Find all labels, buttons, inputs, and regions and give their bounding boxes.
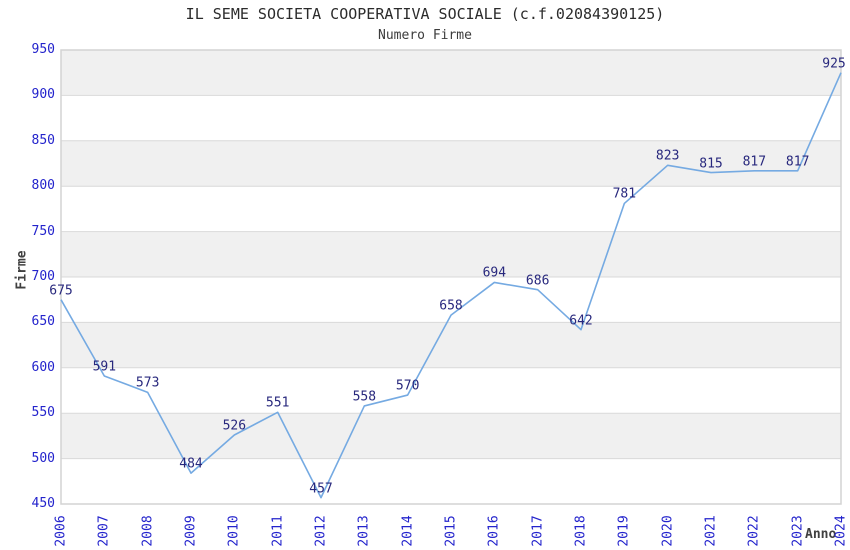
point-value-label: 573 (135, 375, 160, 391)
x-tick-label: 2015 (443, 515, 459, 547)
x-tick-label: 2023 (790, 515, 806, 547)
point-value-label: 686 (525, 273, 550, 289)
y-tick-label: 550 (31, 405, 55, 421)
x-tick-label: 2011 (270, 515, 286, 547)
point-value-label: 817 (742, 154, 767, 170)
x-tick-label: 2021 (703, 515, 719, 547)
x-tick-label: 2022 (746, 515, 762, 547)
chart-subtitle: Numero Firme (378, 28, 472, 43)
point-value-label: 675 (49, 283, 73, 299)
point-value-label: 526 (222, 418, 247, 434)
x-tick-label: 2020 (660, 515, 676, 547)
plot-band (61, 140, 841, 187)
x-tick-label: 2007 (96, 515, 112, 547)
x-tick-label: 2019 (616, 515, 632, 547)
point-value-label: 558 (352, 389, 377, 405)
y-tick-label: 500 (31, 450, 55, 466)
point-value-label: 484 (179, 456, 203, 472)
y-tick-label: 850 (31, 132, 55, 148)
x-tick-label: 2012 (313, 515, 329, 547)
point-value-label: 815 (699, 156, 723, 172)
point-value-label: 694 (482, 265, 507, 281)
y-tick-label: 700 (31, 269, 55, 284)
point-value-label: 781 (612, 186, 637, 202)
point-value-label: 591 (92, 359, 117, 375)
point-value-label: 925 (822, 56, 846, 72)
point-value-label: 642 (569, 313, 593, 329)
x-tick-label: 2016 (486, 515, 502, 547)
point-value-label: 658 (439, 298, 463, 314)
plot-band (61, 413, 841, 459)
plot-band (61, 50, 841, 96)
x-tick-label: 2024 (833, 515, 849, 547)
y-tick-label: 900 (31, 87, 55, 103)
chart-title: IL SEME SOCIETA COOPERATIVA SOCIALE (c.f… (185, 5, 665, 23)
x-tick-label: 2018 (573, 515, 589, 547)
x-tick-label: 2006 (53, 515, 69, 547)
y-tick-label: 450 (31, 496, 55, 511)
x-tick-label: 2013 (356, 515, 372, 547)
x-tick-label: 2017 (530, 515, 546, 547)
x-tick-label: 2008 (140, 515, 156, 547)
y-tick-label: 800 (31, 178, 55, 194)
plot-border (60, 49, 842, 505)
plot-band (61, 322, 841, 368)
point-value-label: 823 (655, 148, 680, 164)
y-tick-label: 950 (31, 42, 55, 57)
y-tick-label: 750 (31, 223, 55, 239)
point-value-label: 817 (785, 154, 810, 170)
x-tick-label: 2009 (183, 515, 199, 547)
y-tick-label: 600 (31, 359, 55, 375)
point-value-label: 551 (265, 395, 290, 411)
data-line (60, 72, 842, 499)
point-value-label: 457 (309, 481, 333, 497)
point-value-label: 570 (395, 378, 420, 394)
plot-band (61, 231, 841, 277)
x-axis-title: Anno (805, 527, 837, 542)
x-tick-label: 2010 (226, 515, 242, 547)
y-tick-label: 650 (31, 314, 55, 330)
x-tick-label: 2014 (400, 515, 416, 547)
